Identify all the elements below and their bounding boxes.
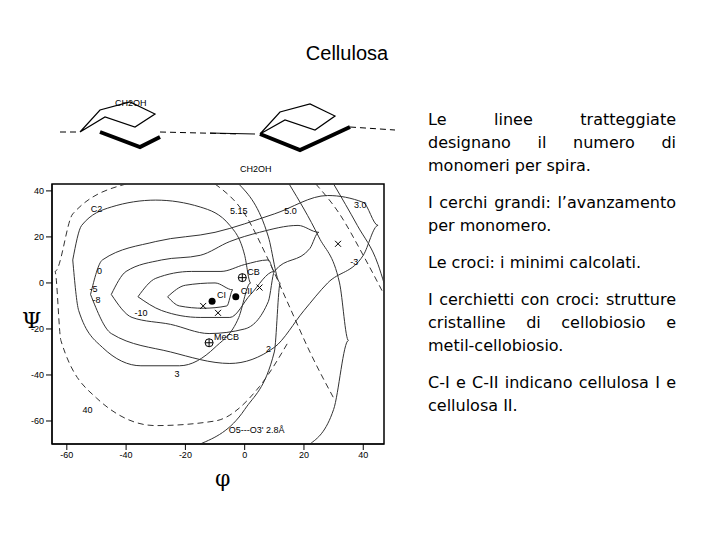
svg-text:40: 40 <box>83 405 93 415</box>
svg-text:CH2OH: CH2OH <box>240 164 272 174</box>
svg-text:-5: -5 <box>89 284 97 294</box>
svg-text:CII: CII <box>241 286 253 296</box>
svg-text:2: 2 <box>266 344 271 354</box>
svg-text:3.0: 3.0 <box>354 200 367 210</box>
svg-text:5.0: 5.0 <box>284 206 297 216</box>
svg-text:-40: -40 <box>120 450 133 460</box>
svg-text:CI: CI <box>217 290 226 300</box>
svg-text:-3: -3 <box>350 257 358 267</box>
svg-text:40: 40 <box>34 186 44 196</box>
svg-text:-20: -20 <box>179 450 192 460</box>
svg-text:O5---O3' 2.8Å: O5---O3' 2.8Å <box>229 425 285 435</box>
svg-text:C2: C2 <box>91 204 103 214</box>
svg-text:-8: -8 <box>92 295 100 305</box>
svg-text:20: 20 <box>34 232 44 242</box>
svg-text:3: 3 <box>175 369 180 379</box>
svg-text:0: 0 <box>242 450 247 460</box>
svg-text:0: 0 <box>39 278 44 288</box>
svg-text:CB: CB <box>247 267 260 277</box>
svg-text:20: 20 <box>299 450 309 460</box>
svg-text:-10: -10 <box>134 308 147 318</box>
svg-text:-20: -20 <box>31 324 44 334</box>
svg-text:MeCB: MeCB <box>214 332 239 342</box>
svg-text:-60: -60 <box>31 416 44 426</box>
svg-text:0: 0 <box>97 266 102 276</box>
svg-text:-60: -60 <box>60 450 73 460</box>
svg-text:40: 40 <box>358 450 368 460</box>
svg-text:CH2OH: CH2OH <box>115 98 147 108</box>
svg-text:5.15: 5.15 <box>230 206 248 216</box>
svg-text:-40: -40 <box>31 370 44 380</box>
